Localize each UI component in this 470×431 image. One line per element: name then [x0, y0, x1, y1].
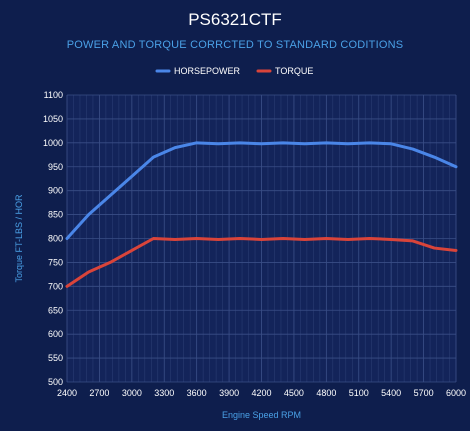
- x-tick-label: 4200: [251, 388, 271, 398]
- x-tick-label: 2400: [57, 388, 77, 398]
- y-tick-label: 1100: [44, 90, 63, 100]
- x-tick-label: 4800: [316, 388, 336, 398]
- x-tick-label: 3000: [122, 388, 142, 398]
- y-tick-label: 900: [48, 186, 63, 196]
- x-tick-label: 5100: [349, 388, 369, 398]
- x-tick-label: 3600: [187, 388, 207, 398]
- series-line-torque: [65, 237, 458, 288]
- chart-subtitle: POWER AND TORQUE CORRCTED TO STANDARD CO…: [66, 39, 404, 51]
- y-tick-label: 850: [48, 210, 63, 220]
- y-tick-label: 650: [48, 305, 63, 315]
- x-tick-label: 5700: [414, 388, 434, 398]
- y-tick-label: 950: [48, 162, 63, 172]
- y-tick-label: 550: [48, 353, 63, 363]
- y-axis-label: Torque FT-LBS / HOR: [14, 194, 24, 283]
- chart-title: PS6321CTF: [188, 10, 282, 29]
- y-tick-label: 700: [48, 281, 63, 291]
- y-tick-label: 600: [48, 329, 63, 339]
- series-line-horsepower: [65, 141, 458, 240]
- y-tick-label: 800: [48, 234, 63, 244]
- x-tick-label: 4500: [284, 388, 304, 398]
- x-tick-label: 6000: [446, 388, 466, 398]
- y-tick-label: 1000: [43, 138, 63, 148]
- x-tick-label: 3300: [154, 388, 174, 398]
- legend-label: HORSEPOWER: [174, 66, 241, 76]
- legend-label: TORQUE: [275, 66, 313, 76]
- y-tick-label: 750: [48, 257, 63, 267]
- x-tick-label: 2700: [89, 388, 109, 398]
- x-tick-label: 3900: [219, 388, 239, 398]
- x-axis-label: Engine Speed RPM: [222, 410, 301, 420]
- y-tick-label: 1050: [43, 114, 63, 124]
- y-tick-label: 500: [48, 377, 63, 387]
- x-tick-label: 5400: [381, 388, 401, 398]
